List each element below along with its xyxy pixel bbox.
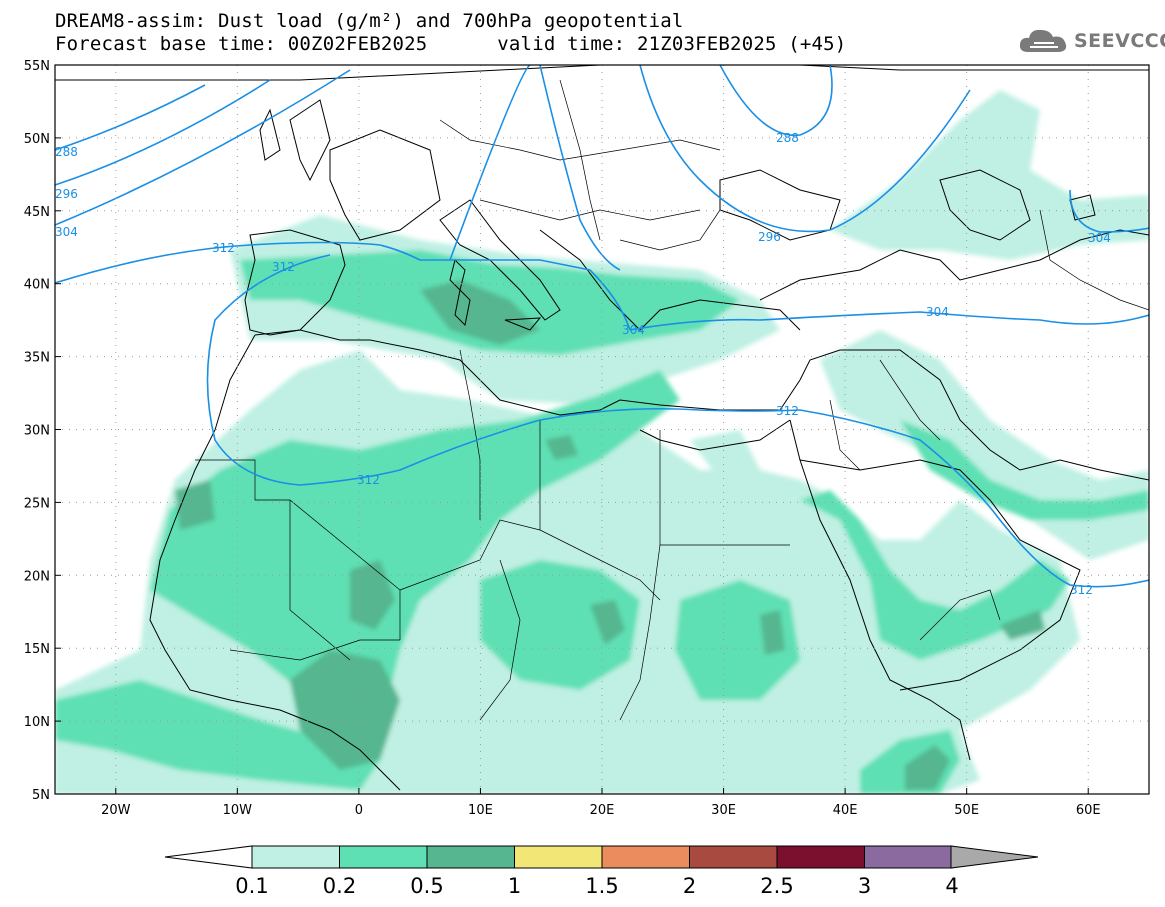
logo-text: SEEVCCC — [1074, 30, 1165, 52]
contour-label-312e: 312 — [1070, 583, 1093, 597]
map-subtitle: Forecast base time: 00Z02FEB2025 valid t… — [55, 33, 847, 55]
contour-labels: 288 296 304 312 312 288 296 304 304 304 … — [55, 131, 1111, 597]
colorbar-over-arrow — [950, 845, 1039, 869]
lon-label: 10W — [223, 803, 253, 818]
dust-area-medium-chad — [480, 560, 640, 690]
map-title: DREAM8-assim: Dust load (g/m²) and 700hP… — [55, 10, 684, 32]
dust-area-medium-sahara — [150, 370, 680, 700]
contour-label-312b: 312 — [272, 260, 295, 274]
lon-label: 30E — [711, 803, 736, 818]
dust-area-medium-sudan — [675, 580, 800, 700]
contour-label-312d: 312 — [776, 404, 799, 418]
lat-label: 20N — [24, 569, 50, 584]
geopotential-contours — [55, 65, 1149, 588]
lat-label: 40N — [24, 278, 50, 293]
colorbar-label: 3 — [858, 874, 871, 898]
contour-label-312c: 312 — [357, 473, 380, 487]
colorbar-label: 4 — [945, 874, 958, 898]
contour-label-304b: 304 — [926, 305, 949, 319]
dust-area-medium-arabia — [800, 490, 1070, 660]
contour-label-304a: 304 — [622, 323, 645, 337]
seevccc-logo: SEEVCCC — [1018, 26, 1165, 56]
lon-label: 20W — [101, 803, 131, 818]
colorbar-cell — [601, 845, 690, 869]
contour-label-304c: 304 — [1088, 231, 1111, 245]
contour-label-296b: 296 — [758, 230, 781, 244]
lon-label: 50E — [954, 803, 979, 818]
lat-label: 10N — [24, 715, 50, 730]
country-borders — [195, 79, 1149, 721]
contour-label-312a: 312 — [212, 241, 235, 255]
colorbar-cell — [776, 845, 865, 869]
gridlines — [55, 65, 1149, 794]
contour-label-296: 296 — [55, 187, 78, 201]
contour-label-288: 288 — [55, 145, 78, 159]
lat-label: 50N — [24, 132, 50, 147]
colorbar-label: 0.1 — [235, 874, 268, 898]
dust-area-dense-mauritania — [175, 480, 215, 530]
dust-area-dense-chad — [590, 600, 625, 645]
lon-label: 20E — [590, 803, 615, 818]
colorbar-label: 1 — [508, 874, 521, 898]
colorbar-under-arrow — [164, 845, 253, 869]
contour-label-304: 304 — [55, 225, 78, 239]
lat-label: 45N — [24, 205, 50, 220]
lat-label: 35N — [24, 351, 50, 366]
colorbar-label: 0.5 — [410, 874, 443, 898]
dust-area-dense-arabia — [1000, 610, 1045, 640]
colorbar-cell — [251, 845, 340, 869]
latitude-labels: 55N 50N 45N 40N 35N 30N 25N 20N 15N 10N 5N — [24, 59, 50, 803]
colorbar-cell — [426, 845, 515, 869]
colorbar-cell — [339, 845, 428, 869]
dust-area-dense-algeria — [350, 560, 395, 630]
dust-area-medium-gulf — [900, 420, 1149, 520]
dust-area-dense-tyrrhenian — [420, 280, 540, 345]
lat-label: 15N — [24, 642, 50, 657]
longitude-labels: 20W 10W 0 10E 20E 30E 40E 50E 60E — [101, 803, 1101, 818]
dust-area-dense-niger — [290, 650, 400, 770]
contour-label-288b: 288 — [776, 131, 799, 145]
lat-label: 30N — [24, 424, 50, 439]
colorbar-label: 2.5 — [760, 874, 793, 898]
colorbar-cell — [864, 845, 953, 869]
coastlines — [55, 65, 1149, 791]
dust-area-dense-sudan — [760, 610, 785, 655]
dust-load-field: 288 296 304 312 312 288 296 304 304 304 … — [55, 65, 1149, 794]
colorbar: 0.1 0.2 0.5 1 1.5 2 2.5 3 4 — [164, 845, 1039, 898]
colorbar-cell — [689, 845, 778, 869]
lat-label: 25N — [24, 496, 50, 511]
colorbar-label: 2 — [683, 874, 696, 898]
lat-label: 55N — [24, 59, 50, 74]
dust-area-medium-west — [55, 680, 380, 790]
lon-label: 40E — [833, 803, 858, 818]
colorbar-cell — [514, 845, 603, 869]
colorbar-label: 1.5 — [585, 874, 618, 898]
dust-area-dense-somalia — [905, 745, 950, 790]
lon-label: 0 — [355, 803, 363, 818]
lat-label: 5N — [32, 788, 50, 803]
lon-label: 60E — [1076, 803, 1101, 818]
cloud-icon — [1019, 29, 1067, 52]
dust-area-dense-libya — [545, 435, 578, 460]
axis-ticks — [55, 64, 1089, 795]
lon-label: 10E — [468, 803, 493, 818]
colorbar-label: 0.2 — [323, 874, 356, 898]
